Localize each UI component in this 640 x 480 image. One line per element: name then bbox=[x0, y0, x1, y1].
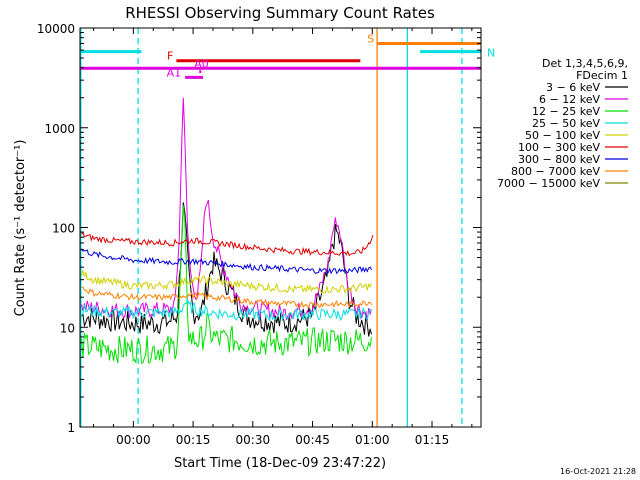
data-layer: N S F A0 A1 bbox=[80, 28, 495, 427]
legend-header-line-1: Det 1,3,4,5,6,9, bbox=[542, 57, 628, 70]
chart-title: RHESSI Observing Summary Count Rates bbox=[125, 4, 435, 22]
timestamp: 16-Oct-2021 21:28 bbox=[560, 467, 636, 476]
legend-label-1: 6 − 12 keV bbox=[539, 93, 600, 106]
series-line-6 bbox=[81, 248, 372, 275]
x-tick-label-4: 01:00 bbox=[355, 433, 390, 447]
legend-header-line-2: FDecim 1 bbox=[576, 69, 628, 82]
legend-label-7: 800 − 7000 keV bbox=[511, 165, 600, 178]
legend-label-4: 50 − 100 keV bbox=[525, 129, 600, 142]
y-axis-label: Count Rate (s⁻¹ detector⁻¹) bbox=[13, 140, 28, 317]
x-tick-label-2: 00:30 bbox=[236, 433, 271, 447]
x-tick-label-0: 00:00 bbox=[116, 433, 151, 447]
series-line-2 bbox=[81, 205, 372, 364]
flag-label-f: F bbox=[167, 50, 173, 63]
legend-label-8: 7000 − 15000 keV bbox=[497, 177, 600, 190]
flag-label-n: N bbox=[487, 47, 495, 60]
flag-label-a1: A1 bbox=[167, 66, 182, 79]
x-tick-label-3: 00:45 bbox=[295, 433, 330, 447]
flag-label-a0: A0 bbox=[194, 58, 209, 71]
legend-label-5: 100 − 300 keV bbox=[518, 141, 600, 154]
series-line-7 bbox=[81, 286, 372, 309]
series-line-0 bbox=[81, 202, 372, 337]
legend-label-2: 12 − 25 keV bbox=[532, 105, 600, 118]
x-tick-label-5: 01:15 bbox=[415, 433, 450, 447]
legend-label-6: 300 − 800 keV bbox=[518, 153, 600, 166]
series-line-5 bbox=[81, 231, 374, 257]
y-axis: 1 10 100 1000 10000 bbox=[37, 22, 481, 435]
legend-label-0: 3 − 6 keV bbox=[546, 81, 600, 94]
series-line-4 bbox=[81, 269, 372, 295]
y-tick-label-4: 10000 bbox=[37, 22, 75, 36]
flag-label-s: S bbox=[367, 32, 374, 45]
x-tick-label-1: 00:15 bbox=[176, 433, 211, 447]
y-tick-label-0: 1 bbox=[67, 421, 75, 435]
x-axis: 00:00 00:15 00:30 00:45 01:00 01:15 bbox=[93, 28, 473, 447]
y-tick-label-2: 100 bbox=[52, 222, 75, 236]
y-tick-label-1: 10 bbox=[60, 321, 75, 335]
y-tick-label-3: 1000 bbox=[44, 122, 75, 136]
legend-label-3: 25 − 50 keV bbox=[532, 117, 600, 130]
x-axis-label: Start Time (18-Dec-09 23:47:22) bbox=[174, 456, 386, 471]
series-line-3 bbox=[81, 297, 372, 322]
